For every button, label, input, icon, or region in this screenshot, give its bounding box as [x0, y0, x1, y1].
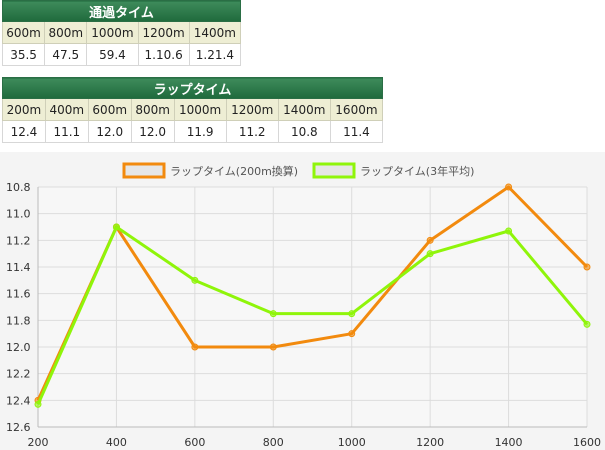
passing-value: 1.10.6 [137, 43, 190, 66]
series-2-point [426, 250, 434, 258]
y-tick-label: 11.6 [6, 288, 31, 301]
series-1-point [269, 343, 277, 351]
passing-value: 59.4 [86, 43, 139, 66]
lap-value: 11.9 [173, 120, 227, 143]
passing-table-title: 通過タイム [2, 0, 241, 22]
lap-table-title: ラップタイム [2, 77, 383, 99]
x-tick-label: 1600 [573, 436, 601, 449]
series-1-point [426, 236, 434, 244]
series-line-2 [36, 225, 589, 405]
passing-value: 47.5 [44, 43, 88, 66]
series-1-point [348, 330, 356, 338]
passing-header: 1000m [86, 21, 139, 44]
passing-time-table: 通過タイム 600m 800m 1000m 1200m 1400m 35.5 4… [1, 0, 242, 66]
series-2-point [112, 223, 120, 231]
series-2-point [505, 227, 513, 235]
series-1-point [583, 263, 591, 271]
passing-header: 600m [1, 21, 46, 44]
y-tick-label: 12.4 [6, 394, 31, 407]
series-2-point [348, 310, 356, 318]
series-line-1 [36, 185, 589, 401]
y-tick-label: 12.6 [6, 421, 31, 434]
passing-header: 800m [44, 21, 88, 44]
lap-time-table: ラップタイム 200m 400m 600m 800m 1000m 1200m 1… [2, 77, 384, 143]
lap-value: 11.2 [225, 120, 279, 143]
lap-header: 600m [87, 98, 132, 121]
passing-header: 1200m [137, 21, 190, 44]
lap-value: 11.1 [44, 120, 89, 143]
lap-value: 10.8 [277, 120, 331, 143]
y-tick-label: 12.2 [6, 368, 31, 381]
series-2-point [269, 310, 277, 318]
x-tick-label: 200 [28, 436, 49, 449]
y-tick-label: 11.0 [6, 208, 31, 221]
lap-header: 1400m [277, 98, 331, 121]
lap-value: 11.4 [329, 120, 384, 143]
y-tick-label: 11.2 [6, 234, 31, 247]
lap-header: 400m [44, 98, 89, 121]
y-tick-label: 11.4 [6, 261, 31, 274]
lap-time-chart: 10.8 11.0 11.2 11.4 11.6 11.8 12.0 12.2 12.4 12.6… [0, 152, 605, 450]
lap-value: 12.0 [87, 120, 132, 143]
y-tick-label: 12.0 [6, 341, 31, 354]
legend-label-2: ラップタイム(3年平均) [360, 164, 474, 178]
plot-area [38, 187, 587, 427]
lap-value: 12.4 [2, 120, 46, 143]
x-tick-label: 800 [263, 436, 284, 449]
lap-header: 200m [2, 98, 46, 121]
passing-value: 1.21.4 [188, 43, 242, 66]
lap-value: 12.0 [130, 120, 175, 143]
x-tick-label: 1400 [495, 436, 523, 449]
y-tick-label: 11.8 [6, 314, 31, 327]
x-tick-label: 400 [106, 436, 127, 449]
lap-header: 800m [130, 98, 175, 121]
x-tick-label: 600 [184, 436, 205, 449]
lap-header: 1000m [173, 98, 227, 121]
legend-swatch-2 [312, 162, 356, 179]
legend-label-1: ラップタイム(200m換算) [170, 164, 298, 178]
series-1-point [191, 343, 199, 351]
passing-value: 35.5 [1, 43, 46, 66]
series-2-point [34, 400, 42, 408]
legend-swatch-1 [122, 162, 166, 179]
lap-header: 1600m [329, 98, 384, 121]
series-2-point [191, 276, 199, 284]
series-1-point [505, 183, 513, 191]
x-tick-label: 1200 [416, 436, 444, 449]
y-tick-label: 10.8 [6, 181, 31, 194]
series-2-point [583, 320, 591, 328]
chart-svg: 10.8 11.0 11.2 11.4 11.6 11.8 12.0 12.2 12.4 12.6… [6, 162, 601, 449]
x-tick-label: 1000 [338, 436, 366, 449]
passing-header: 1400m [188, 21, 242, 44]
lap-header: 1200m [225, 98, 279, 121]
